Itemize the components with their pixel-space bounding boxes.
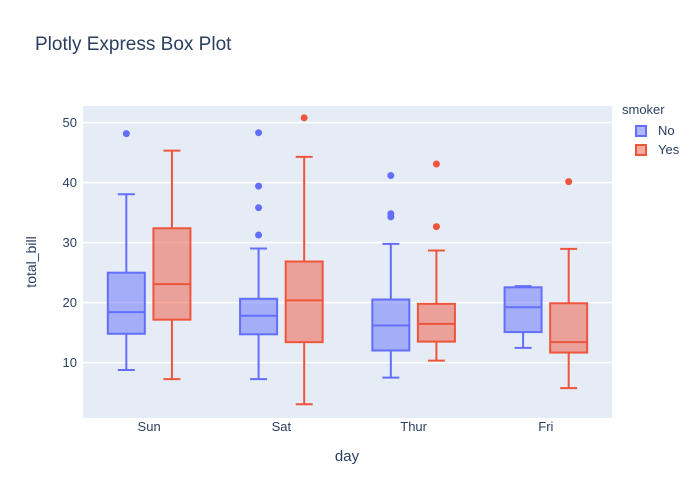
y-tick-label: 10 (63, 355, 77, 370)
legend-item-label: No (658, 123, 675, 138)
legend-item-no[interactable]: No (622, 121, 679, 140)
outlier-point[interactable] (255, 182, 263, 190)
box-sat-yes[interactable] (284, 114, 324, 406)
x-tick-label: Thur (400, 419, 427, 434)
box-thur-yes[interactable] (416, 160, 456, 362)
outlier-point[interactable] (432, 223, 440, 231)
legend: smoker No Yes (622, 102, 679, 159)
x-axis-title: day (334, 448, 360, 465)
outlier-point[interactable] (300, 114, 308, 122)
x-tick-label: Sun (138, 419, 161, 434)
outlier-point[interactable] (387, 210, 395, 218)
box-thur-no[interactable] (371, 172, 411, 379)
y-tick-label: 40 (63, 175, 77, 190)
legend-title: smoker (622, 102, 665, 117)
legend-item-yes[interactable]: Yes (622, 140, 679, 159)
box-sun-no[interactable] (106, 130, 146, 372)
box-sat-no[interactable] (239, 129, 279, 381)
outlier-point[interactable] (255, 129, 263, 137)
outlier-point[interactable] (255, 204, 263, 212)
outlier-point[interactable] (565, 178, 573, 186)
y-tick-label: 50 (63, 115, 77, 130)
legend-swatch-icon (635, 124, 647, 137)
outlier-point[interactable] (122, 130, 130, 138)
legend-item-label: Yes (658, 142, 680, 157)
y-tick-label: 30 (63, 235, 77, 250)
outlier-point[interactable] (387, 172, 395, 180)
box-fri-yes[interactable] (549, 178, 589, 390)
y-tick-label: 20 (63, 295, 77, 310)
legend-swatch-icon (635, 143, 647, 156)
chart-title: Plotly Express Box Plot (35, 34, 232, 55)
box-sun-yes[interactable] (152, 149, 192, 381)
x-tick-label: Fri (538, 419, 553, 434)
y-axis-title: total_bill (23, 236, 39, 288)
outlier-point[interactable] (432, 160, 440, 168)
outlier-point[interactable] (255, 231, 263, 239)
box-fri-no[interactable] (503, 285, 543, 349)
x-tick-label: Sat (272, 419, 292, 434)
